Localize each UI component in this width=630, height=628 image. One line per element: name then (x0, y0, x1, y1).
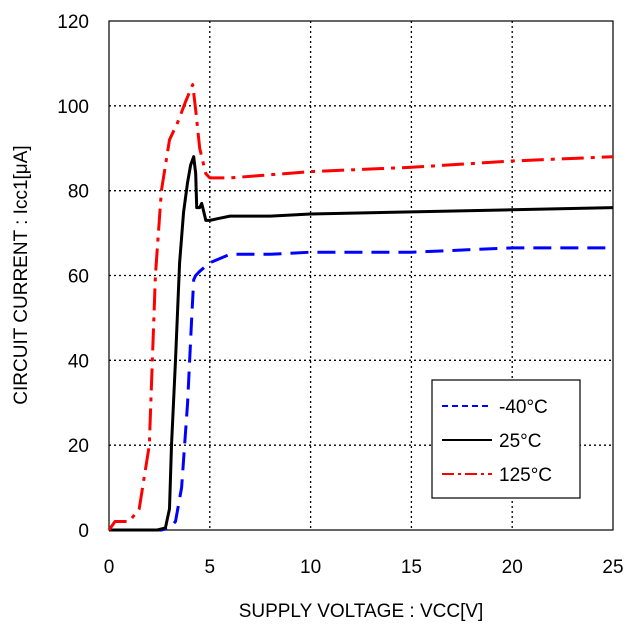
legend-label-minus40: -40°C (499, 397, 548, 418)
y-tick-label: 20 (68, 436, 89, 457)
x-axis-title: SUPPLY VOLTAGE : VCC[V] (239, 601, 484, 622)
plot-area-frame (108, 20, 614, 531)
y-tick-label: 60 (68, 267, 89, 288)
y-tick-label: 80 (68, 182, 89, 203)
series-lines (107, 83, 614, 532)
legend-label-125: 125°C (499, 465, 552, 486)
x-tick-label: 10 (300, 557, 321, 578)
y-tick-labels: 0 20 40 60 80 100 120 (57, 12, 89, 542)
series-line-minus40 (149, 246, 613, 532)
y-axis-title: CIRCUIT CURRENT : Icc1[μA] (11, 145, 32, 404)
x-tick-labels: 0 5 10 15 20 25 (104, 557, 624, 578)
y-tick-label: 0 (78, 521, 89, 542)
x-tick-label: 20 (502, 557, 523, 578)
x-tick-label: 25 (602, 557, 623, 578)
legend-label-25: 25°C (499, 431, 541, 452)
x-tick-label: 5 (205, 557, 216, 578)
series-line-25 (109, 155, 614, 532)
y-tick-label: 40 (68, 351, 89, 372)
y-tick-label: 100 (57, 97, 89, 118)
x-tick-label: 15 (401, 557, 422, 578)
x-tick-label: 0 (104, 557, 115, 578)
series-line-125 (107, 83, 614, 531)
y-tick-label: 120 (57, 12, 89, 33)
legend: -40°C 25°C 125°C (431, 379, 581, 499)
